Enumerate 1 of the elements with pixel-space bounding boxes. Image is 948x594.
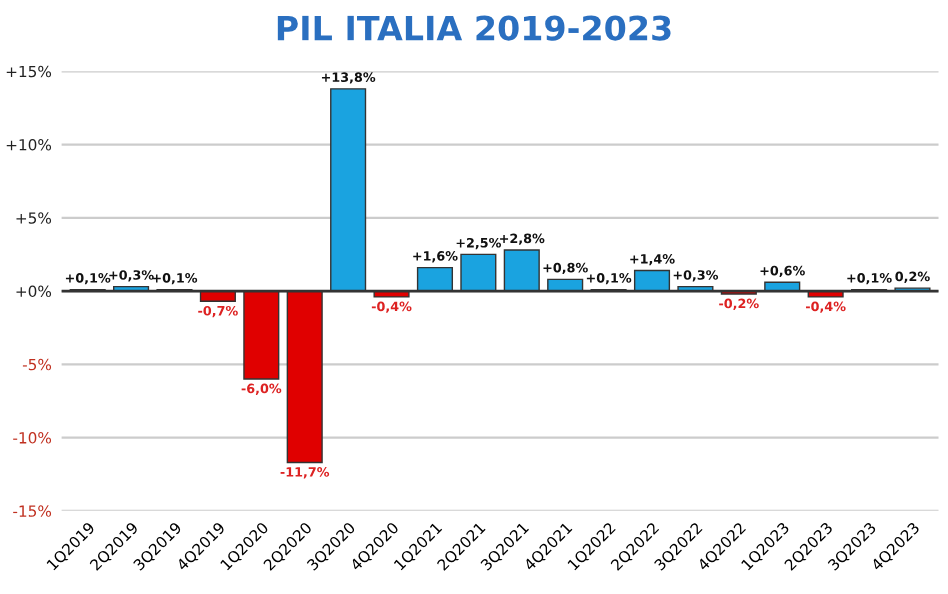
chart-title: PIL ITALIA 2019-2023	[277, 15, 671, 41]
